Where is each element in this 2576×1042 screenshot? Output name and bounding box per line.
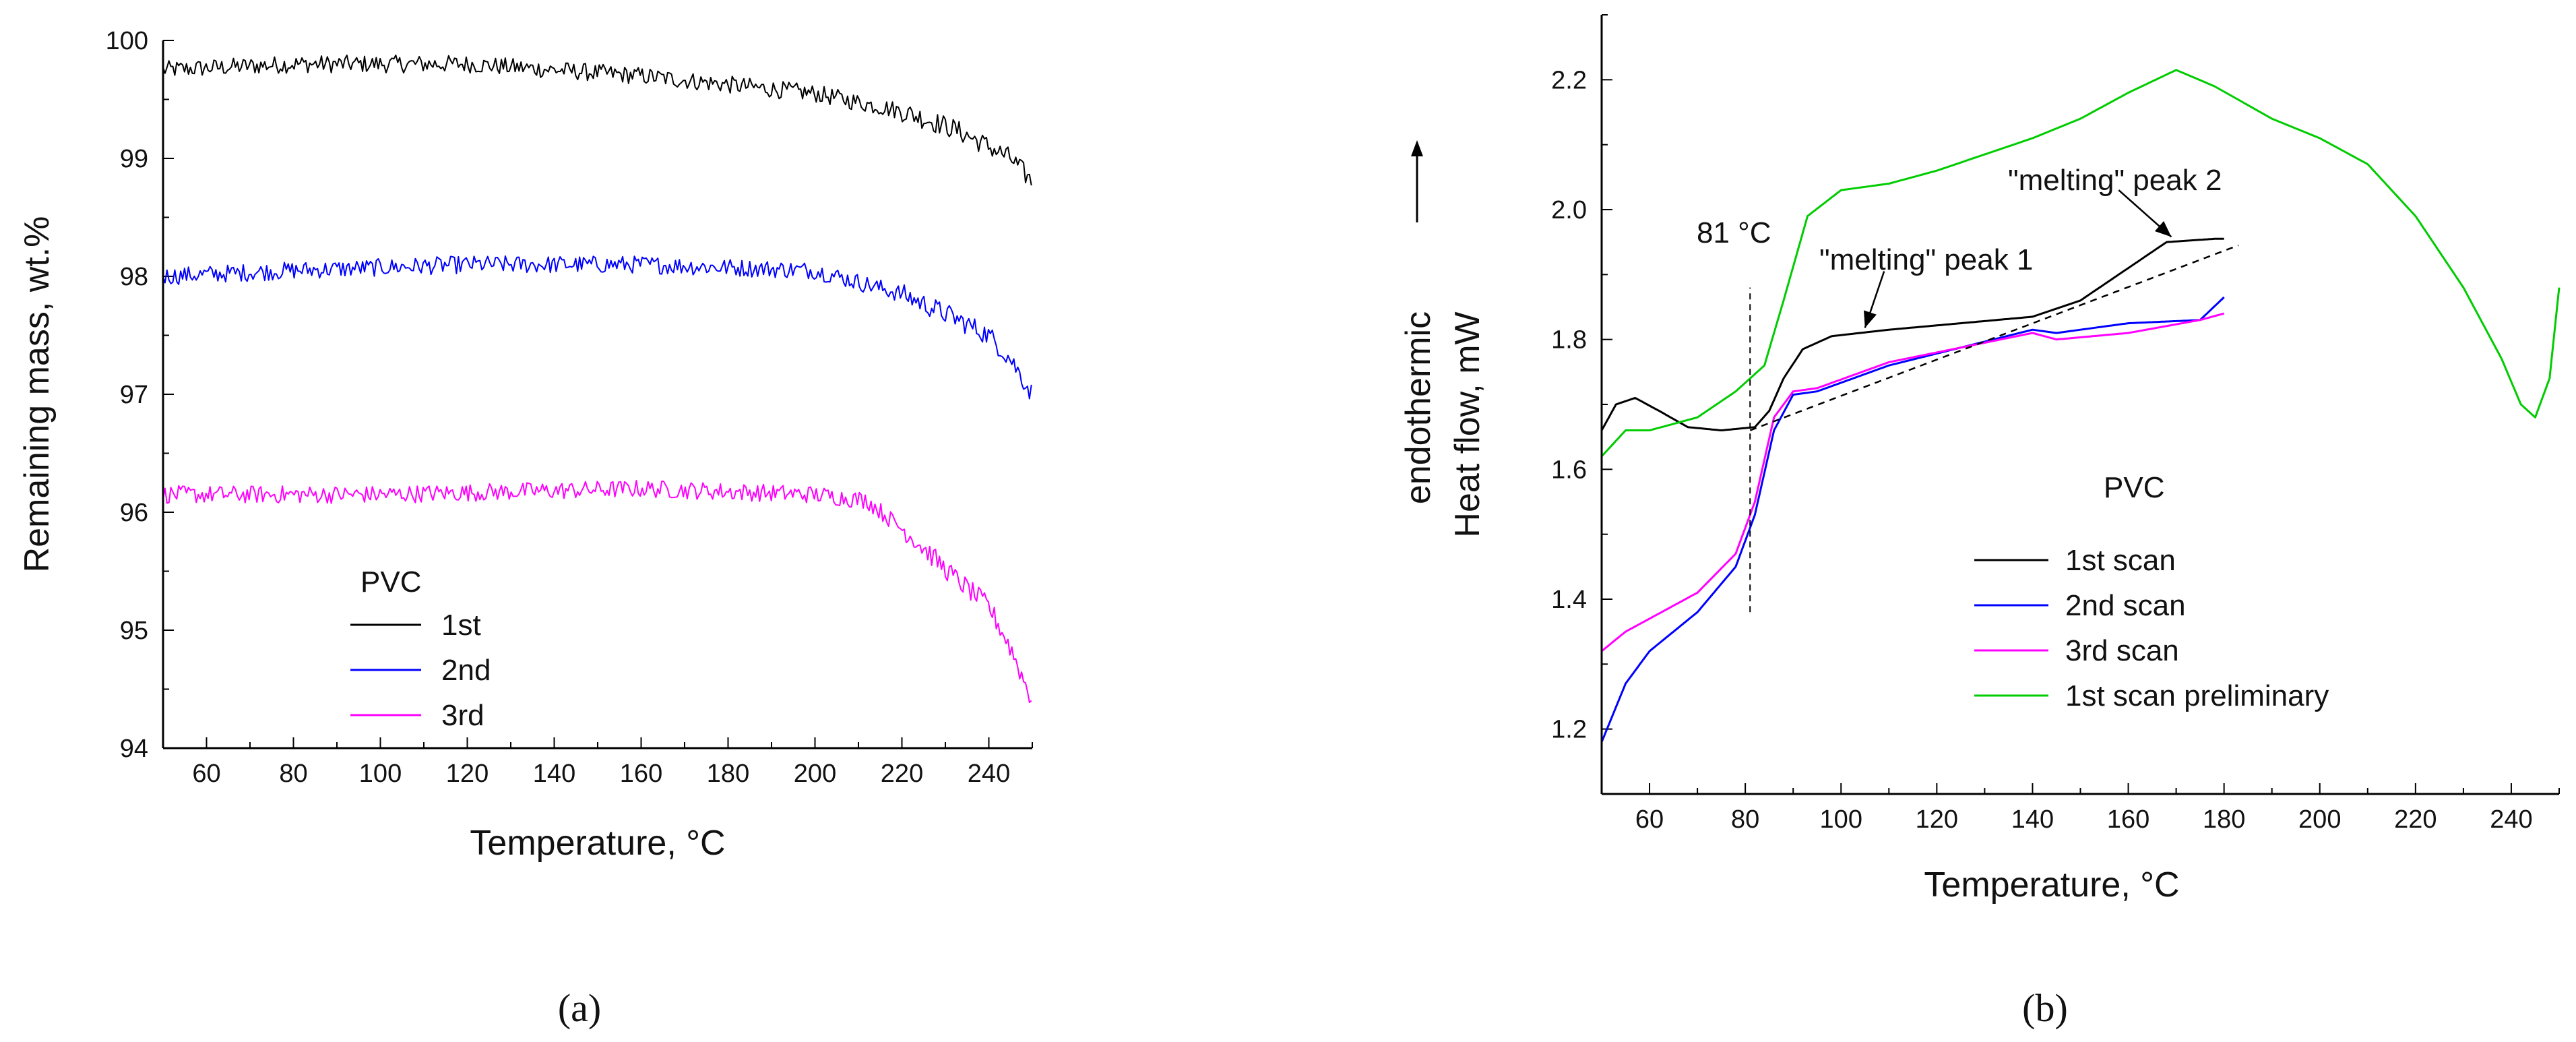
b-series-line-2nd-scan [1600,296,2225,743]
a-series-line-2nd [162,255,1032,400]
b-x-tick-label: 140 [2011,805,2054,834]
panel-a-legend-title: PVC [360,565,421,599]
a-x-tick-label: 100 [359,760,402,788]
panel-b-legend-label-2nd-scan: 2nd scan [2065,589,2186,622]
panel-b-axes [1600,15,2559,795]
b-x-tick-label: 180 [2203,805,2245,834]
a-x-tick-label: 160 [620,760,662,788]
panel-b-label: (b) [2022,986,2068,1030]
panel-b-y-axis-title: Heat flow, mW [1448,311,1487,537]
a-x-tick-label: 60 [192,760,220,788]
a-y-tick-label: 95 [120,617,148,645]
panel-b-ticks [1601,14,2560,795]
panel-b-legend-label-1st-scan-preliminary: 1st scan preliminary [2065,679,2329,712]
a-x-tick-label: 200 [794,760,836,788]
b-x-tick-label: 60 [1635,805,1664,834]
a-y-tick-label: 99 [120,145,148,173]
b-y-tick-label: 2.2 [1551,66,1587,94]
panel-a-legend-label-2nd: 2nd [441,654,491,687]
panel-a-label: (a) [558,986,601,1030]
b-x-tick-label: 160 [2107,805,2149,834]
a-y-tick-label: 96 [120,499,148,527]
arrow-melting-peak-2-head [2154,221,2172,237]
panel-a-y-axis-title: Remaining mass, wt.% [18,216,57,573]
arrow-melting-peak-1-head [1864,310,1877,328]
b-series-line-1st-scan-preliminary [1600,69,2561,458]
a-y-tick-label: 100 [106,27,148,55]
panel-b-legend: PVC 1st scan 2nd scan 3rd scan 1st scan … [1974,471,2329,712]
a-x-tick-label: 140 [533,760,575,788]
panel-a-tick-labels: 60 80 100 120 140 160 180 200 220 240 94 95 96 97 98 99… [106,27,1011,788]
b-x-tick-label: 220 [2394,805,2437,834]
panel-b-tick-labels: 60 80 100 120 140 160 180 200 220 240 1.2 1.4 1.6 1.8… [1551,66,2532,834]
a-x-tick-label: 240 [968,760,1010,788]
a-x-tick-label: 180 [707,760,749,788]
panel-a-legend-label-1st: 1st [441,609,481,642]
a-y-tick-label: 98 [120,263,148,291]
b-x-tick-label: 100 [1820,805,1862,834]
endothermic-arrow-icon [1411,140,1423,222]
panel-b-annotation-lines [1749,189,2239,613]
panel-b-legend-label-3rd-scan: 3rd scan [2065,634,2179,667]
panel-b-legend-label-1st-scan: 1st scan [2065,544,2176,577]
panel-a-legend-label-3rd: 3rd [441,699,484,732]
a-series-line-1st [162,54,1032,186]
panel-a-legend: PVC 1st 2nd 3rd [350,565,491,732]
b-x-tick-label: 80 [1731,805,1759,834]
a-x-tick-label: 120 [446,760,489,788]
panel-a-ticks [162,40,1033,749]
b-y-tick-label: 1.4 [1551,586,1587,614]
a-x-tick-label: 220 [881,760,923,788]
b-x-tick-label: 240 [2490,805,2532,834]
b-x-tick-label: 200 [2298,805,2341,834]
panel-a-axes [162,40,1032,749]
b-y-tick-label: 1.8 [1551,326,1587,355]
annotation-melting-peak-2: "melting" peak 2 [2008,164,2222,197]
b-y-tick-label: 1.2 [1551,716,1587,744]
panel-b-legend-title: PVC [2104,471,2164,504]
a-y-tick-label: 97 [120,381,148,409]
b-series-line-1st-scan [1600,237,2224,431]
b-y-tick-label: 2.0 [1551,196,1587,224]
baseline-dashed-line [1749,244,2239,431]
panel-b-x-axis-title: Temperature, °C [1924,865,2179,905]
a-x-tick-label: 80 [279,760,307,788]
b-x-tick-label: 120 [1916,805,1958,834]
panel-b-series [1600,69,2561,743]
panel-a-x-axis-title: Temperature, °C [470,824,725,863]
panel-b-endothermic-label: endothermic [1399,311,1438,504]
a-y-tick-label: 94 [120,735,148,763]
annotation-melting-peak-1: "melting" peak 1 [1819,243,2033,276]
annotation-81c: 81 °C [1697,216,1771,249]
panel-a-series [162,54,1032,704]
b-series-line-3rd-scan [1601,312,2225,652]
panel-a-chart: 60 80 100 120 140 160 180 200 220 240 94 95 96 97 98 99… [18,27,1033,1030]
a-series-line-3rd [162,480,1032,704]
panel-b-chart: 60 80 100 120 140 160 180 200 220 240 1.2 1.4 1.6 1.8… [1399,14,2561,1030]
b-y-tick-label: 1.6 [1551,456,1587,484]
